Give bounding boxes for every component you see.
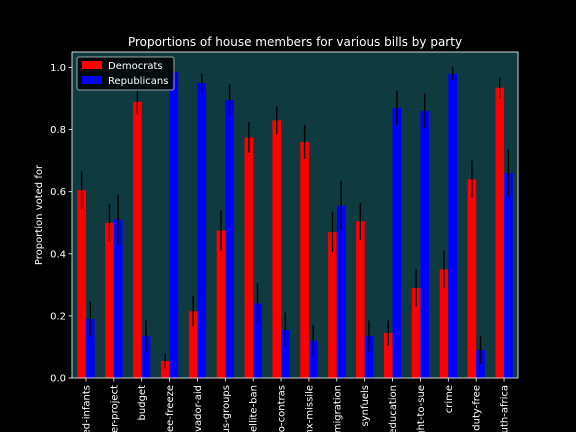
chart-title: Proportions of house members for various… (128, 35, 462, 49)
bar-democrats-mx-missile (300, 142, 309, 378)
bar-republicans-crime (448, 73, 457, 378)
y-tick-label: 0.0 (50, 374, 66, 385)
x-tick-label-aid-to-contras: aid-to-contras (277, 385, 288, 432)
bar-democrats-immigration (328, 232, 337, 378)
bar-republicans-handicapped-infants (85, 319, 95, 378)
bar-republicans-synfuels (364, 336, 374, 378)
bar-democrats-education (383, 332, 393, 378)
legend-label-republicans: Republicans (108, 76, 168, 87)
bar-republicans-water-project (113, 219, 123, 378)
bar-democrats-budget (133, 101, 142, 379)
legend-swatch-republicans (82, 76, 102, 84)
x-tick-label-south-africa: south-africa (500, 385, 511, 432)
bar-republicans-satellite-ban (253, 303, 262, 378)
x-tick-label-duty-free: duty-free (472, 385, 483, 431)
x-tick-label-religious-groups: religious-groups (221, 385, 232, 432)
bar-republicans-budget (141, 336, 151, 378)
x-tick-label-water-project: water-project (109, 385, 120, 432)
bars (77, 72, 513, 379)
plot-frame (71, 51, 519, 379)
x-tick-label-immigration: immigration (332, 385, 343, 432)
bar-republicans-el-salvador-aid (197, 83, 207, 379)
legend: Democrats Republicans (76, 56, 175, 91)
bar-democrats-crime (439, 269, 449, 378)
y-tick-label: 0.8 (50, 125, 66, 136)
y-tick-label: 1.0 (50, 63, 66, 74)
y-axis-label: Proportion voted for (34, 164, 45, 265)
error-bars (80, 65, 510, 369)
x-tick-label-handicapped-infants: handicapped-infants (81, 385, 92, 432)
legend-swatch-democrats (82, 61, 102, 69)
x-tick-label-right-to-sue: right-to-sue (416, 385, 427, 432)
bar-democrats-handicapped-infants (77, 190, 86, 378)
bar-democrats-aid-to-contras (272, 120, 282, 379)
x-tick-label-synfuels: synfuels (360, 385, 371, 426)
y-tick-label: 0.6 (50, 187, 66, 198)
bar-republicans-immigration (336, 205, 346, 378)
x-tick-label-education: education (388, 385, 399, 432)
y-tick-label: 0.4 (50, 249, 66, 260)
bar-republicans-education (392, 107, 402, 378)
bar-democrats-satellite-ban (244, 137, 254, 378)
bar-republicans-aid-to-contras (281, 329, 290, 378)
bar-democrats-el-salvador-aid (188, 311, 198, 378)
x-tick-label-satellite-ban: satellite-ban (249, 385, 260, 432)
bar-republicans-south-africa (504, 173, 513, 378)
bar-democrats-religious-groups (216, 230, 226, 378)
x-tick-label-crime: crime (444, 385, 455, 413)
bar-republicans-right-to-sue (420, 110, 430, 379)
bar-democrats-physician-fee-freeze (160, 360, 170, 378)
legend-label-democrats: Democrats (108, 61, 163, 72)
bar-democrats-south-africa (495, 87, 505, 378)
x-tick-label-mx-missile: mx-missile (304, 385, 315, 432)
bar-republicans-mx-missile (308, 340, 318, 378)
y-tick-label: 0.2 (50, 311, 66, 322)
y-axis: 0.0 0.2 0.4 0.6 0.8 1.0 (50, 63, 72, 385)
bar-republicans-religious-groups (225, 100, 234, 379)
x-tick-label-el-salvador-aid: el-salvador-aid (193, 385, 204, 432)
bar-democrats-water-project (105, 222, 114, 378)
x-axis: handicapped-infants water-project budget ph… (81, 378, 511, 432)
x-tick-label-physician-fee-freeze: physician-fee-freeze (165, 385, 176, 432)
bar-republicans-physician-fee-freeze (169, 72, 179, 379)
bar-democrats-duty-free (467, 179, 477, 378)
bar-democrats-right-to-sue (411, 287, 421, 378)
bar-democrats-synfuels (356, 221, 365, 378)
x-tick-label-budget: budget (137, 385, 148, 421)
